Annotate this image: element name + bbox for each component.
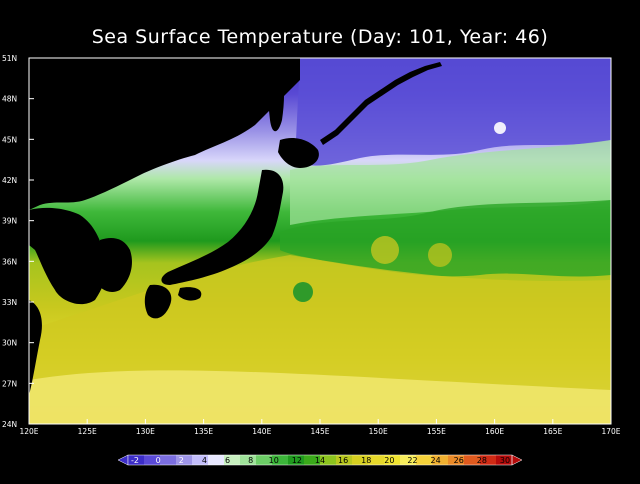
colorbar-swatch bbox=[352, 455, 369, 465]
colorbar-label: 6 bbox=[225, 456, 230, 465]
colorbar-label: 30 bbox=[500, 456, 510, 465]
lat-tick-label: 48N bbox=[2, 95, 17, 104]
colorbar-swatch bbox=[288, 455, 305, 465]
map-title: Sea Surface Temperature (Day: 101, Year:… bbox=[91, 26, 549, 48]
colorbar-label: 10 bbox=[269, 456, 279, 465]
colorbar-label: 2 bbox=[179, 456, 184, 465]
colorbar-swatch bbox=[368, 455, 385, 465]
lon-tick-label: 165E bbox=[543, 427, 562, 436]
colorbar-label: 24 bbox=[431, 456, 441, 465]
lat-tick-label: 33N bbox=[2, 298, 17, 307]
colorbar-label: 26 bbox=[454, 456, 464, 465]
lon-tick-label: 135E bbox=[194, 427, 213, 436]
colorbar-label: 4 bbox=[202, 456, 207, 465]
colorbar-swatch bbox=[272, 455, 289, 465]
china-coast bbox=[29, 300, 42, 395]
warm-eddy bbox=[293, 282, 313, 302]
lat-tick-label: 51N bbox=[2, 54, 17, 63]
colorbar-label: 18 bbox=[361, 456, 371, 465]
colorbar-swatch bbox=[400, 455, 417, 465]
colorbar-label: 16 bbox=[338, 456, 348, 465]
eddy bbox=[494, 122, 506, 134]
lat-tick-label: 39N bbox=[2, 217, 17, 226]
colorbar-swatch bbox=[416, 455, 433, 465]
colorbar-max-arrow bbox=[511, 454, 523, 466]
colorbar-swatch bbox=[464, 455, 481, 465]
lon-tick-label: 145E bbox=[310, 427, 329, 436]
lat-tick-label: 45N bbox=[2, 135, 17, 144]
colorbar-label: 14 bbox=[315, 456, 325, 465]
colorbar-label: 20 bbox=[384, 456, 394, 465]
lon-tick-label: 170E bbox=[601, 427, 620, 436]
colorbar-swatch bbox=[176, 455, 193, 465]
lon-tick-label: 130E bbox=[136, 427, 155, 436]
lon-tick-label: 155E bbox=[427, 427, 446, 436]
colorbar-label: 28 bbox=[477, 456, 487, 465]
colorbar-label: 12 bbox=[292, 456, 302, 465]
lon-tick-label: 125E bbox=[78, 427, 97, 436]
lat-tick-label: 36N bbox=[2, 257, 17, 266]
lat-tick-label: 30N bbox=[2, 339, 17, 348]
colorbar-swatch bbox=[240, 455, 257, 465]
colorbar-label: 22 bbox=[407, 456, 417, 465]
colorbar-swatch bbox=[496, 455, 513, 465]
colorbar-label: 8 bbox=[248, 456, 253, 465]
colorbar-swatch bbox=[336, 455, 353, 465]
lon-tick-label: 160E bbox=[485, 427, 504, 436]
warm-south-water bbox=[29, 370, 611, 424]
colorbar-swatch bbox=[448, 455, 465, 465]
colorbar-swatch bbox=[320, 455, 337, 465]
latitude-axis: 51N 48N 45N 42N 39N 36N 33N 30N 27N 24N bbox=[2, 54, 34, 429]
colorbar-swatch bbox=[128, 455, 145, 465]
colorbar-frame bbox=[127, 454, 513, 466]
lat-tick-label: 27N bbox=[2, 379, 17, 388]
lon-tick-label: 150E bbox=[369, 427, 388, 436]
colorbar: -2 0 2 4 6 8 10 12 14 16 18 20 22 24 26 28 30 bbox=[117, 454, 523, 466]
colorbar-swatch bbox=[384, 455, 401, 465]
lat-tick-label: 42N bbox=[2, 176, 17, 185]
colorbar-swatch bbox=[192, 455, 209, 465]
land bbox=[29, 58, 442, 319]
colorbar-label: 0 bbox=[156, 456, 161, 465]
colorbar-swatch bbox=[480, 455, 497, 465]
eddy bbox=[428, 243, 452, 267]
oyashio-region bbox=[295, 58, 611, 166]
colorbar-swatch bbox=[144, 455, 161, 465]
colorbar-min-arrow bbox=[117, 454, 129, 466]
lon-tick-label: 120E bbox=[19, 427, 38, 436]
eddy bbox=[371, 236, 399, 264]
colorbar-swatch bbox=[256, 455, 273, 465]
colorbar-label: -2 bbox=[131, 456, 139, 465]
kuroshio-front bbox=[280, 200, 611, 277]
lon-tick-label: 140E bbox=[252, 427, 271, 436]
longitude-axis: 120E 125E 130E 135E 140E 145E 150E 155E 160E 165E… bbox=[19, 419, 621, 436]
colorbar-swatch bbox=[432, 455, 449, 465]
colorbar-swatch bbox=[224, 455, 241, 465]
colorbar-swatch bbox=[160, 455, 177, 465]
colorbar-swatch bbox=[304, 455, 321, 465]
lat-tick-label: 24N bbox=[2, 420, 17, 429]
colorbar-swatch bbox=[208, 455, 225, 465]
